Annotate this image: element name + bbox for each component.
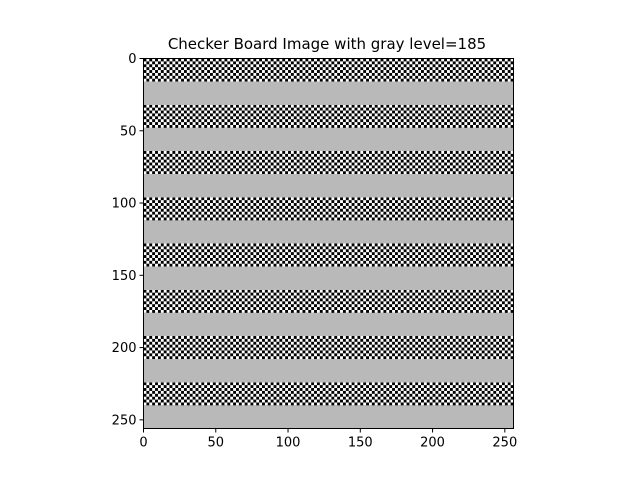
x-tick-label: 0 (139, 436, 147, 451)
checker-band (143, 151, 514, 175)
x-axis: 0 50 100 150 200 250 (139, 428, 517, 451)
chart-title: Checker Board Image with gray level=185 (168, 35, 486, 53)
checker-band (143, 104, 514, 128)
x-tick-label: 150 (348, 436, 373, 451)
y-tick-label: 150 (112, 269, 137, 284)
gray-band (143, 127, 514, 151)
x-tick-label: 50 (207, 436, 224, 451)
y-tick-label: 200 (112, 341, 137, 356)
y-tick-label: 0 (128, 52, 136, 67)
x-tick-label: 250 (492, 436, 517, 451)
checker-band (143, 197, 514, 221)
y-tick-label: 100 (112, 197, 137, 212)
checker-band (143, 289, 514, 313)
gray-band (143, 312, 514, 336)
y-axis: 0 50 100 150 200 250 (112, 52, 144, 428)
checker-band (143, 382, 514, 406)
x-tick-label: 100 (276, 436, 301, 451)
x-tick-label: 200 (420, 436, 445, 451)
checkerboard-image (143, 58, 514, 429)
gray-band (143, 220, 514, 244)
gray-band (143, 266, 514, 290)
checker-band (143, 58, 514, 82)
axes-frame (143, 58, 514, 429)
gray-band (143, 174, 514, 198)
checker-band (143, 336, 514, 360)
gray-band (143, 81, 514, 105)
gray-band (143, 359, 514, 383)
checker-band (143, 243, 514, 267)
y-tick-label: 50 (120, 124, 137, 139)
gray-band (143, 405, 514, 429)
y-tick-label: 250 (112, 413, 137, 428)
